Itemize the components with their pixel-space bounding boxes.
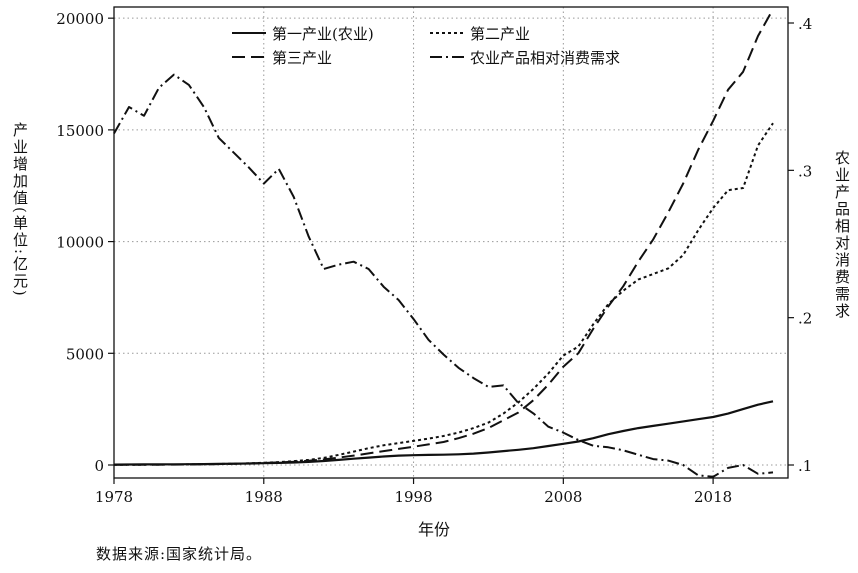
y-tick-label-left: 15000 [56, 122, 104, 140]
legend-label-0: 第一产业(农业) [272, 25, 374, 43]
y-tick-label-right: .3 [798, 162, 812, 180]
legend-label-3: 农业产品相对消费需求 [470, 49, 620, 67]
series-line-2 [114, 8, 774, 466]
y-axis-title-left: 产业增加值(单位:亿元) [11, 122, 29, 298]
x-tick-label: 2018 [694, 488, 732, 506]
x-tick-label: 1998 [394, 488, 432, 506]
axis-ticks: 1978 1988 1998 2008 2018 0 5000 10000 15000 20000… [56, 10, 812, 506]
y-tick-label-left: 20000 [56, 10, 104, 28]
x-tick-label: 1988 [245, 488, 283, 506]
y-tick-label-left: 10000 [56, 234, 104, 252]
legend-label-1: 第二产业 [470, 25, 530, 43]
gridlines [113, 7, 788, 478]
series-line-3 [113, 73, 774, 478]
y-tick-label-right: .2 [798, 310, 812, 328]
y-tick-label-left: 5000 [66, 345, 104, 363]
series-layer [113, 8, 774, 478]
y-tick-label-right: .1 [798, 457, 812, 475]
y-tick-label-right: .4 [798, 15, 812, 33]
source-note: 数据来源:国家统计局。 [96, 545, 263, 563]
series-line-1 [113, 122, 774, 466]
series-line-0 [113, 400, 774, 466]
x-tick-label: 1978 [95, 488, 133, 506]
x-axis-title: 年份 [418, 520, 451, 539]
x-tick-label: 2008 [544, 488, 582, 506]
y-tick-label-left: 0 [94, 457, 104, 475]
plot-frame [113, 6, 789, 479]
legend-label-2: 第三产业 [272, 49, 332, 67]
y-axis-title-right: 农业产品相对消费需求 [833, 150, 851, 320]
